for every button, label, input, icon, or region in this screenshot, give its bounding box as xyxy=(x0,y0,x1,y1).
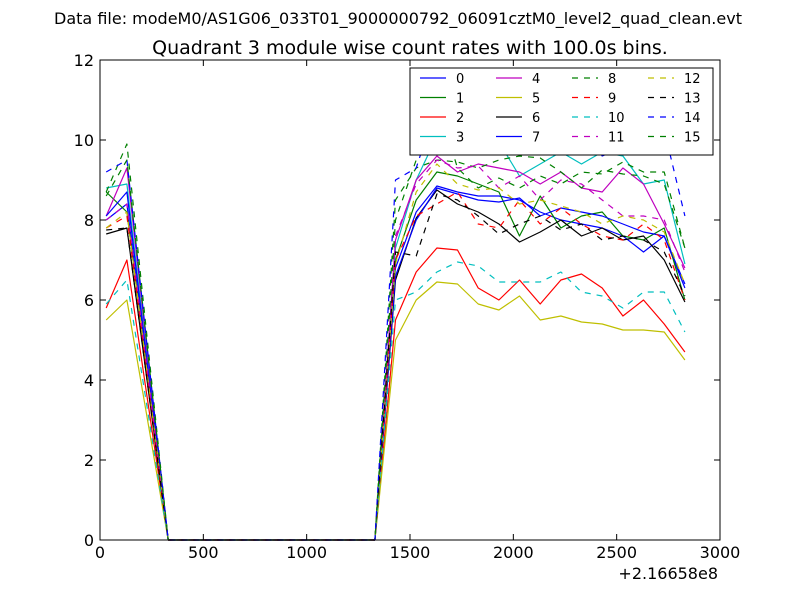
legend-label: 4 xyxy=(532,72,540,87)
legend-label: 15 xyxy=(684,131,701,146)
legend-entry-9: 9 xyxy=(572,92,616,107)
legend-label: 12 xyxy=(684,72,701,87)
legend-entry-2: 2 xyxy=(420,111,464,126)
legend-label: 11 xyxy=(608,131,625,146)
legend-label: 10 xyxy=(608,111,625,126)
legend-label: 6 xyxy=(532,111,540,126)
legend-entry-0: 0 xyxy=(420,72,464,87)
legend-entry-4: 4 xyxy=(496,72,540,87)
y-tick-label: 2 xyxy=(84,451,94,470)
legend-label: 14 xyxy=(684,111,701,126)
x-tick-label: 2500 xyxy=(596,543,637,562)
legend-entry-6: 6 xyxy=(496,111,540,126)
legend-label: 5 xyxy=(532,92,540,107)
y-tick-label: 6 xyxy=(84,291,94,310)
y-tick-label: 12 xyxy=(74,51,94,70)
x-tick-label: 500 xyxy=(188,543,219,562)
series-line-8 xyxy=(105,143,686,541)
series-line-11 xyxy=(105,159,686,541)
y-tick-label: 0 xyxy=(84,531,94,550)
legend-frame xyxy=(409,67,714,156)
x-tick-label: 2000 xyxy=(493,543,534,562)
legend-entry-5: 5 xyxy=(496,92,540,107)
legend-entry-15: 15 xyxy=(648,131,701,146)
legend-label: 9 xyxy=(608,92,616,107)
y-tick-label: 4 xyxy=(84,371,94,390)
legend-entry-8: 8 xyxy=(572,72,616,87)
legend-label: 7 xyxy=(532,131,540,146)
legend-entry-13: 13 xyxy=(648,92,701,107)
legend-entry-7: 7 xyxy=(496,131,540,146)
x-tick-label: 1000 xyxy=(286,543,327,562)
legend-label: 8 xyxy=(608,72,616,87)
legend-label: 13 xyxy=(684,92,701,107)
x-offset-label: +2.16658e8 xyxy=(618,564,718,583)
legend-entry-14: 14 xyxy=(648,111,701,126)
legend-entry-1: 1 xyxy=(420,92,464,107)
legend-label: 3 xyxy=(456,131,464,146)
x-tick-label: 1500 xyxy=(390,543,431,562)
legend-entry-3: 3 xyxy=(420,131,464,146)
x-tick-label: 0 xyxy=(95,543,105,562)
legend-entry-10: 10 xyxy=(572,111,625,126)
legend-entry-12: 12 xyxy=(648,72,701,87)
chart-title: Quadrant 3 module wise count rates with … xyxy=(152,37,668,59)
x-tick-label: 3000 xyxy=(700,543,741,562)
legend-label: 0 xyxy=(456,72,464,87)
plot-frame xyxy=(99,59,721,541)
legend-label: 1 xyxy=(456,92,464,107)
figure-suptitle: Data file: modeM0/AS1G06_033T01_90000007… xyxy=(54,9,742,29)
legend-label: 2 xyxy=(456,111,464,126)
y-tick-label: 10 xyxy=(74,131,94,150)
y-tick-label: 8 xyxy=(84,211,94,230)
legend-entry-11: 11 xyxy=(572,131,625,146)
